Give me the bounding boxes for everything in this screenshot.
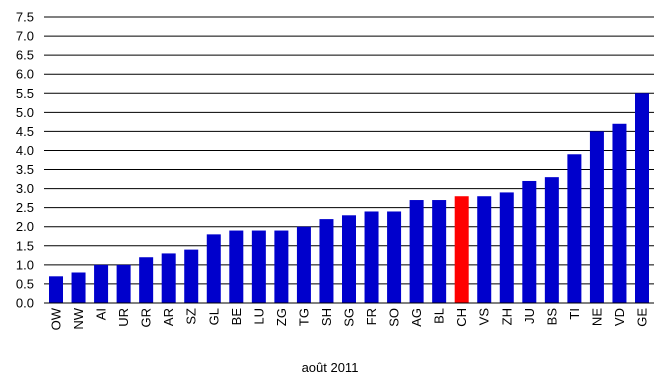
bar-ti [567, 154, 582, 303]
bar-sz [184, 249, 199, 303]
category-label: GR [139, 308, 154, 328]
category-label: AR [161, 308, 176, 326]
category-label: TG [296, 308, 311, 326]
category-label: GE [635, 308, 650, 327]
x-axis-categories: OW NW AI UR GR AR SZ GL BE LU ZG TG SH SG FR SO AG BL CH VS… [49, 307, 650, 330]
y-tick-label: 2.0 [16, 219, 34, 234]
category-label: CH [454, 308, 469, 327]
bars [49, 93, 649, 304]
category-label: SZ [184, 308, 199, 325]
category-label: NE [589, 308, 604, 326]
y-tick-label: 1.5 [16, 238, 34, 253]
bar-ar [161, 253, 176, 303]
bar-sg [342, 215, 356, 303]
bar-ur [116, 264, 131, 303]
category-label: TI [567, 308, 582, 320]
bar-ge [635, 93, 649, 304]
category-label: GL [206, 308, 221, 325]
bar-ne [589, 131, 604, 303]
category-label: SH [319, 308, 334, 326]
bar-gl [206, 234, 221, 303]
bar-gr [139, 257, 154, 303]
bar-zh [499, 192, 514, 303]
category-label: OW [49, 307, 64, 330]
category-label: AI [94, 308, 109, 320]
category-label: VS [477, 308, 492, 326]
y-tick-label: 3.5 [16, 162, 34, 177]
category-label: NW [71, 307, 86, 329]
category-label: ZH [499, 308, 514, 325]
bar-bs [544, 177, 559, 303]
category-label: BS [544, 308, 559, 326]
category-label: LU [251, 308, 266, 325]
y-tick-label: 0.0 [16, 296, 34, 311]
bar-vs [477, 196, 492, 303]
y-tick-label: 1.0 [16, 257, 34, 272]
category-label: FR [364, 308, 379, 325]
bar-zg [274, 230, 289, 303]
bar-ai [94, 264, 109, 303]
category-label: SO [387, 308, 402, 327]
bar-ow [49, 276, 63, 303]
bar-ch [454, 196, 469, 303]
bar-sh [319, 219, 334, 303]
category-label: BL [432, 308, 447, 324]
y-tick-label: 7.5 [16, 10, 34, 25]
y-tick-label: 6.5 [16, 48, 34, 63]
bar-lu [251, 230, 266, 303]
bar-ju [522, 180, 537, 303]
category-label: BE [229, 308, 244, 326]
bar-ag [409, 200, 424, 303]
category-label: ZG [274, 308, 289, 326]
bar-be [229, 230, 244, 303]
bar-vd [612, 123, 627, 303]
bar-so [387, 211, 402, 303]
y-tick-label: 2.5 [16, 200, 34, 215]
bar-bl [432, 200, 447, 303]
y-axis-ticks: 0.0 0.5 1.0 1.5 2.0 2.5 3.0 3.5 4.0 4.5 5.0 5.5 6.0 6… [16, 10, 34, 311]
category-label: AG [409, 308, 424, 327]
y-tick-label: 6.0 [16, 67, 34, 82]
x-axis-label: août 2011 [302, 360, 359, 375]
category-label: VD [612, 308, 627, 326]
y-tick-label: 4.5 [16, 124, 34, 139]
category-label: UR [116, 308, 131, 327]
y-tick-label: 7.0 [16, 29, 34, 44]
y-tick-label: 5.5 [16, 86, 34, 101]
bar-nw [71, 272, 86, 303]
y-tick-label: 4.0 [16, 143, 34, 158]
y-tick-label: 5.0 [16, 105, 34, 120]
y-tick-label: 0.5 [16, 276, 34, 291]
category-label: SG [342, 308, 357, 327]
gridlines [44, 16, 654, 285]
bar-tg [296, 226, 311, 303]
category-label: JU [522, 308, 537, 324]
bar-fr [364, 211, 379, 303]
y-tick-label: 3.0 [16, 181, 34, 196]
